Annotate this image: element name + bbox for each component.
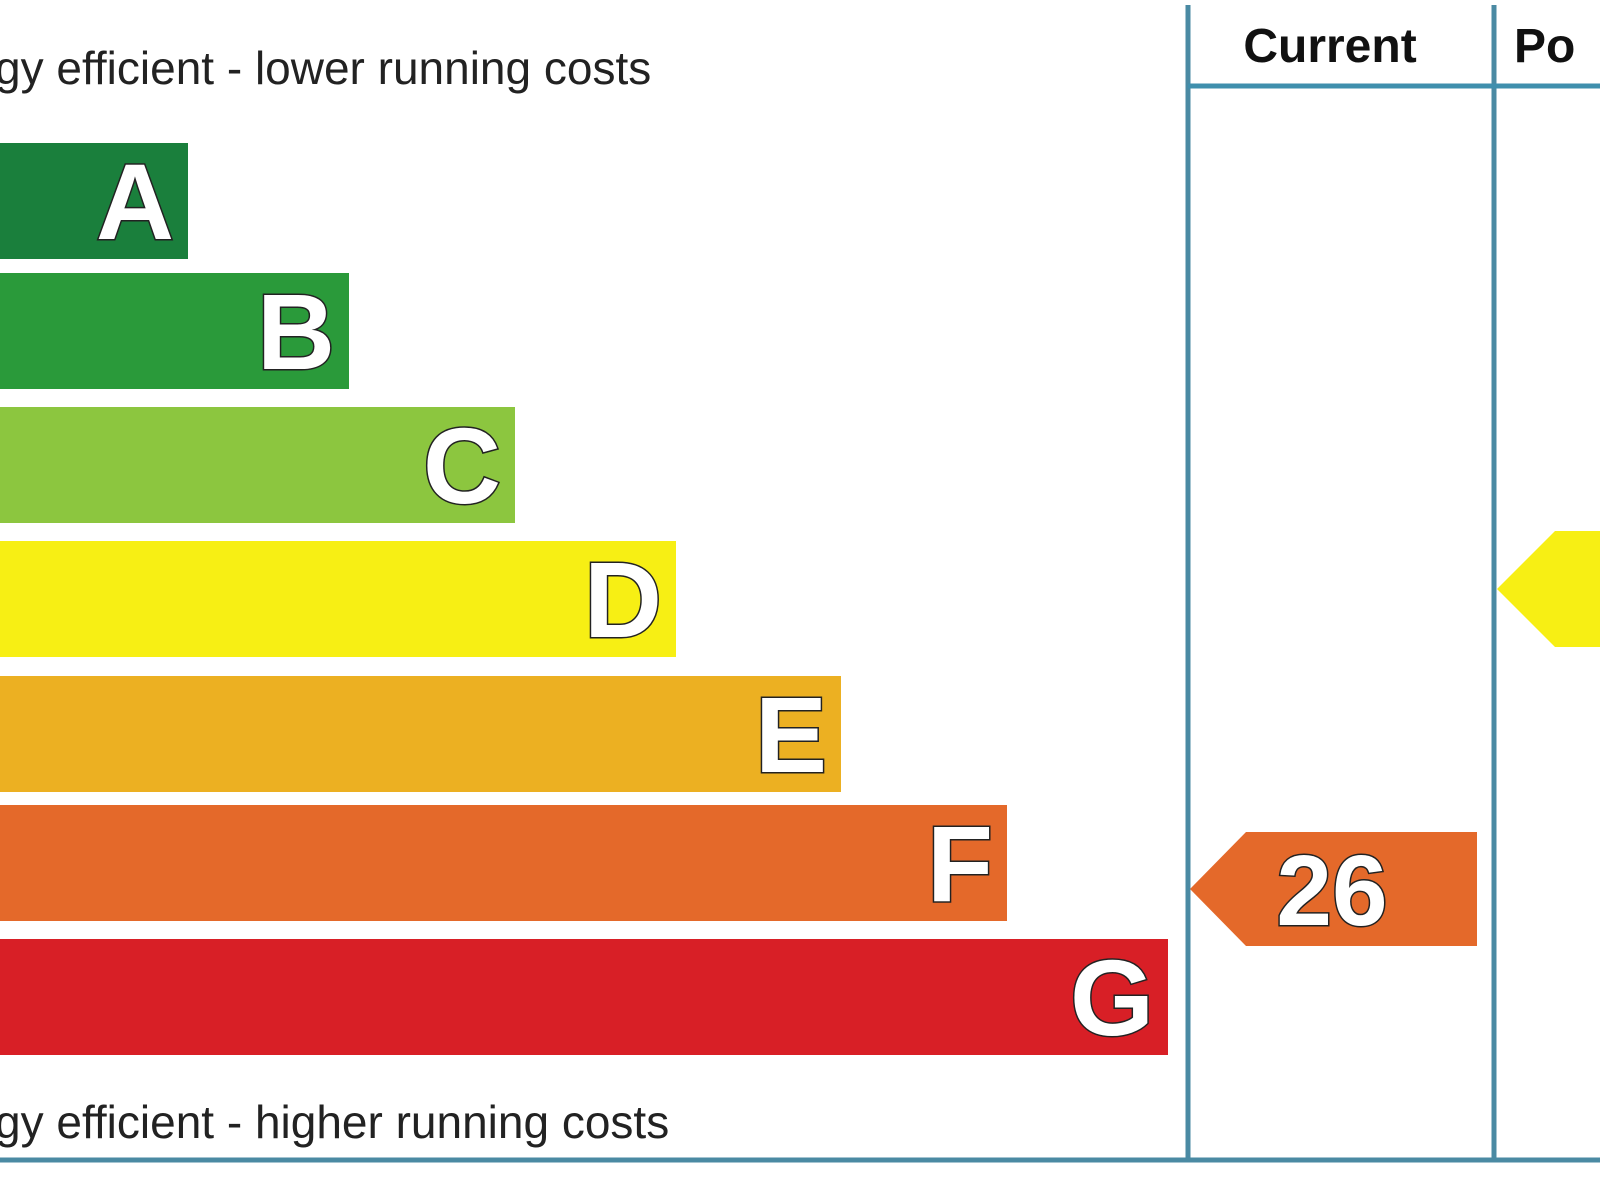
band-bar-b bbox=[0, 273, 349, 389]
band-bar-g bbox=[0, 939, 1168, 1055]
current-header: Current bbox=[1243, 20, 1416, 73]
band-label-d: D bbox=[584, 539, 662, 660]
top-caption: gy efficient - lower running costs bbox=[0, 42, 651, 94]
band-label-g: G bbox=[1070, 937, 1154, 1058]
current-rating-value: 26 bbox=[1276, 835, 1387, 947]
band-bar-e bbox=[0, 676, 841, 792]
potential-rating-arrow bbox=[1497, 531, 1600, 647]
band-label-a: A bbox=[96, 141, 174, 262]
band-label-b: B bbox=[257, 271, 335, 392]
band-bar-f bbox=[0, 805, 1007, 921]
band-bar-c bbox=[0, 407, 515, 523]
potential-header: Po bbox=[1514, 20, 1575, 73]
band-label-f: F bbox=[927, 803, 993, 924]
band-label-e: E bbox=[755, 674, 827, 795]
current-rating-arrow bbox=[1190, 832, 1477, 946]
band-bar-a bbox=[0, 143, 188, 259]
bottom-caption: gy efficient - higher running costs bbox=[0, 1096, 669, 1148]
band-label-c: C bbox=[423, 405, 501, 526]
band-bar-d bbox=[0, 541, 676, 657]
